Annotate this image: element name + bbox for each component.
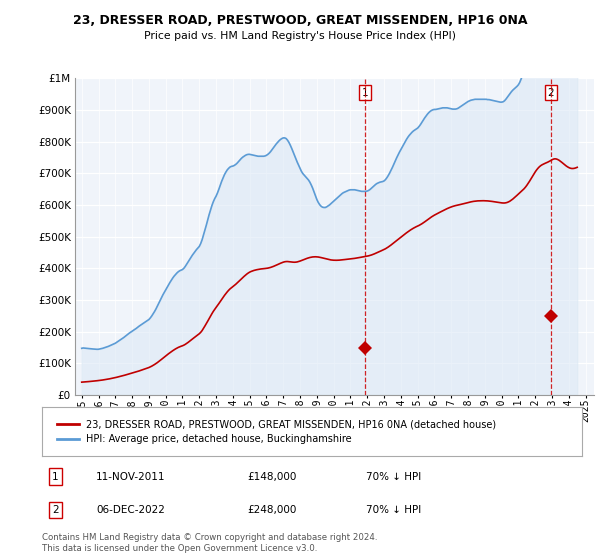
Legend: 23, DRESSER ROAD, PRESTWOOD, GREAT MISSENDEN, HP16 0NA (detached house), HPI: Av: 23, DRESSER ROAD, PRESTWOOD, GREAT MISSE… xyxy=(52,414,501,449)
Text: 70% ↓ HPI: 70% ↓ HPI xyxy=(366,505,421,515)
Text: 2: 2 xyxy=(548,88,554,98)
Text: 23, DRESSER ROAD, PRESTWOOD, GREAT MISSENDEN, HP16 0NA: 23, DRESSER ROAD, PRESTWOOD, GREAT MISSE… xyxy=(73,14,527,27)
Text: 1: 1 xyxy=(362,88,368,98)
Text: 2: 2 xyxy=(52,505,59,515)
Text: 1: 1 xyxy=(52,472,59,482)
Text: Contains HM Land Registry data © Crown copyright and database right 2024.
This d: Contains HM Land Registry data © Crown c… xyxy=(42,533,377,553)
Text: Price paid vs. HM Land Registry's House Price Index (HPI): Price paid vs. HM Land Registry's House … xyxy=(144,31,456,41)
Text: £148,000: £148,000 xyxy=(247,472,296,482)
Text: 06-DEC-2022: 06-DEC-2022 xyxy=(96,505,165,515)
Text: £248,000: £248,000 xyxy=(247,505,296,515)
Text: 11-NOV-2011: 11-NOV-2011 xyxy=(96,472,166,482)
Text: 70% ↓ HPI: 70% ↓ HPI xyxy=(366,472,421,482)
